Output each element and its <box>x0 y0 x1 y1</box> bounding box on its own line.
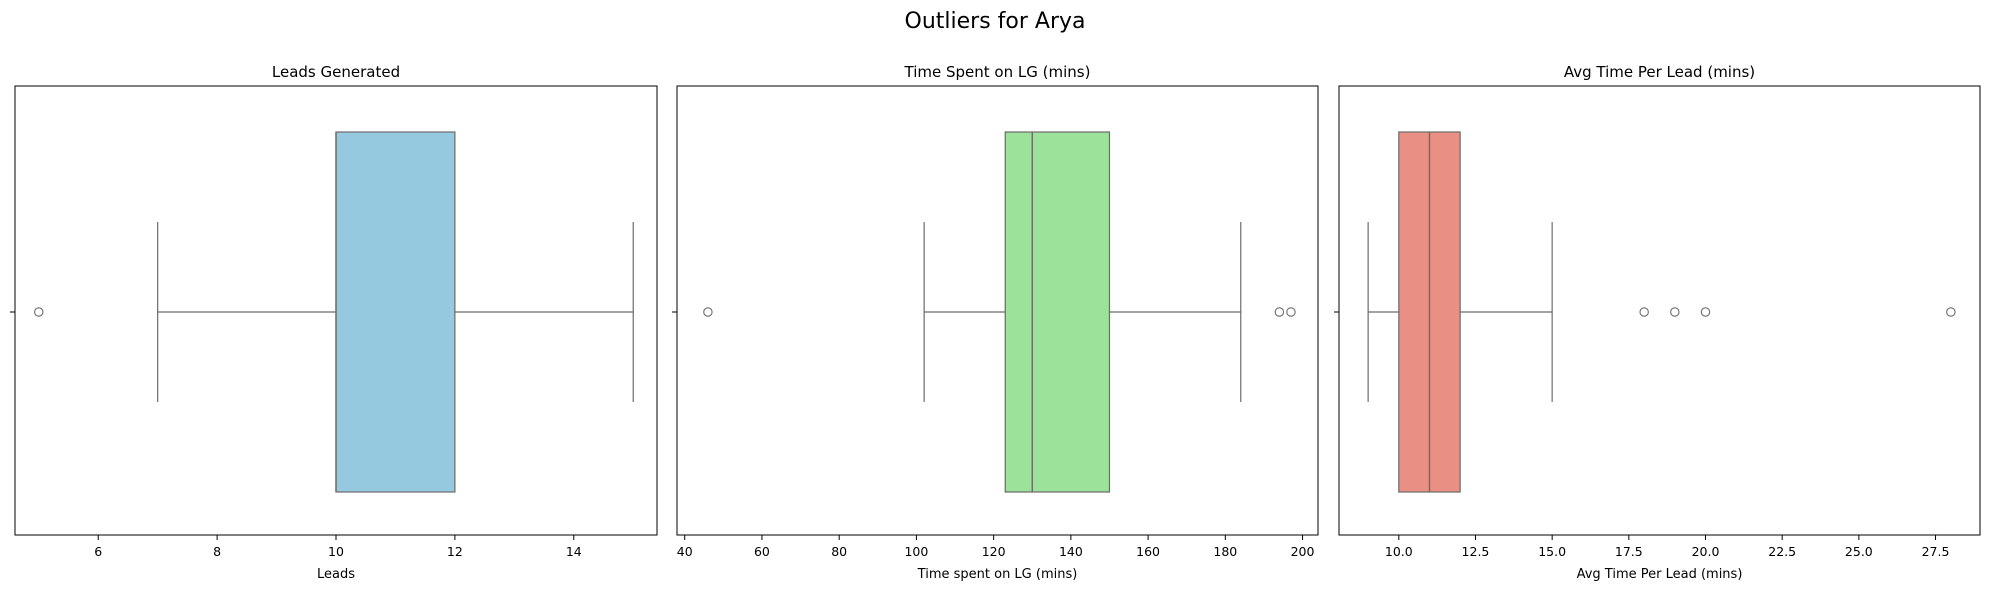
outlier-point <box>34 307 44 317</box>
x-tick-label: 40 <box>677 544 693 559</box>
panel-1: Leads Generated 6 8 10 12 14 Leads <box>10 63 658 582</box>
x-tick-label: 160 <box>1136 544 1160 559</box>
x-tick-label: 12 <box>447 544 463 559</box>
panel-2: Time Spent on LG (mins) 40 60 80 100 120 140 16… <box>672 63 1319 582</box>
x-tick-label: 6 <box>94 544 102 559</box>
x-axis-label: Leads <box>317 567 355 582</box>
outlier-point <box>1274 307 1285 317</box>
x-tick-label: 200 <box>1291 544 1315 559</box>
outlier-point <box>1286 307 1296 317</box>
outlier-point <box>1946 307 1956 317</box>
panel-title: Avg Time Per Lead (mins) <box>1564 63 1755 81</box>
x-tick-label: 8 <box>213 544 221 559</box>
outlier-point <box>1700 307 1711 317</box>
outlier-point <box>1639 307 1649 317</box>
x-tick-label: 17.5 <box>1615 544 1643 559</box>
x-tick-label: 25.0 <box>1845 544 1873 559</box>
x-tick-label: 100 <box>904 544 928 559</box>
panel-title: Time Spent on LG (mins) <box>904 63 1091 81</box>
x-tick-label: 20.0 <box>1692 544 1720 559</box>
outlier-point <box>1670 307 1680 317</box>
iqr-box <box>1004 131 1111 493</box>
x-tick-label: 10.0 <box>1385 544 1413 559</box>
x-tick-label: 14 <box>566 544 582 559</box>
x-tick-label: 180 <box>1213 544 1237 559</box>
x-tick-label: 12.5 <box>1462 544 1490 559</box>
iqr-box <box>335 131 456 493</box>
panel-title: Leads Generated <box>272 63 400 81</box>
x-tick-label: 22.5 <box>1768 544 1796 559</box>
x-tick-label: 60 <box>754 544 770 559</box>
x-axis-label: Avg Time Per Lead (mins) <box>1577 567 1743 582</box>
axes-frame <box>676 85 1319 536</box>
x-tick-label: 15.0 <box>1538 544 1566 559</box>
x-tick-label: 120 <box>982 544 1006 559</box>
x-axis-label: Time spent on LG (mins) <box>917 567 1078 582</box>
panel-3: Avg Time Per Lead (mins) 10.0 12.5 15.0 17.5… <box>1334 63 1981 582</box>
x-tick-label: 10 <box>328 544 344 559</box>
x-tick-label: 27.5 <box>1922 544 1950 559</box>
figure-title: Outliers for Arya <box>905 9 1086 34</box>
x-tick-label: 80 <box>831 544 847 559</box>
x-tick-label: 140 <box>1059 544 1083 559</box>
outlier-point <box>703 307 713 317</box>
panels: Leads Generated 6 8 10 12 14 Leads Time Spent o… <box>10 63 1981 582</box>
axes-frame <box>1338 85 1981 536</box>
